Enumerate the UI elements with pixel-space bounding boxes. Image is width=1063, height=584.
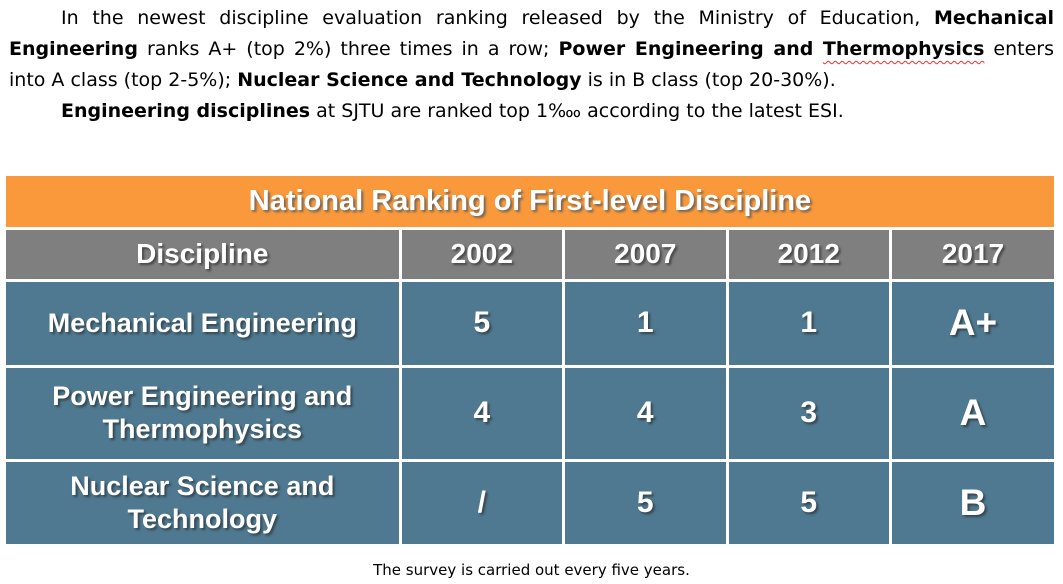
header-2017: 2017 [889, 228, 1056, 282]
intro-p2-seg2: at SJTU are ranked top 1‱ according to t… [310, 100, 844, 122]
cell-2012: 5 [725, 458, 893, 546]
table-row: Power Engineering and Thermophysics 4 4 … [4, 364, 1056, 462]
intro-text-block: In the newest discipline evaluation rank… [9, 3, 1054, 127]
cell-discipline: Mechanical Engineering [4, 278, 402, 368]
cell-2002: 5 [398, 278, 566, 368]
intro-p1-seg3: ranks A+ (top 2%) three times in a row; [137, 38, 559, 60]
cell-2002: 4 [398, 364, 566, 462]
table-header-row: Discipline 2002 2007 2012 2017 [4, 228, 1056, 282]
cell-2002: / [398, 458, 566, 546]
intro-p1-power-engineering: Power Engineering and [558, 38, 823, 60]
intro-p1-nuclear-science: Nuclear Science and Technology [237, 69, 582, 91]
intro-p1-seg1: In the newest discipline evaluation rank… [61, 7, 934, 29]
cell-2017-grade: B [889, 458, 1056, 546]
table-row: Nuclear Science and Technology / 5 5 B [4, 458, 1056, 546]
header-discipline: Discipline [4, 228, 402, 282]
intro-p1-seg8: is in B class (top 20-30%). [581, 69, 836, 91]
cell-discipline: Power Engineering and Thermophysics [4, 364, 402, 462]
cell-2007: 1 [562, 278, 729, 368]
cell-discipline: Nuclear Science and Technology [4, 458, 402, 546]
intro-p1-seg6: enters into A class (top 2-5%); [9, 38, 1054, 91]
cell-2007: 5 [562, 458, 729, 546]
ranking-table-block: National Ranking of First-level Discipli… [4, 176, 1056, 546]
intro-paragraph-1: In the newest discipline evaluation rank… [9, 3, 1054, 96]
table-caption: The survey is carried out every five yea… [373, 561, 690, 579]
ranking-table: Discipline 2002 2007 2012 2017 Mechanica… [4, 228, 1056, 546]
intro-p1-mechanical-engineering: Mechanical Engineering [9, 7, 1054, 60]
header-2002: 2002 [398, 228, 566, 282]
cell-2012: 3 [725, 364, 893, 462]
table-row: Mechanical Engineering 5 1 1 A+ [4, 278, 1056, 368]
table-title: National Ranking of First-level Discipli… [6, 176, 1054, 227]
cell-2012: 1 [725, 278, 893, 368]
header-2007: 2007 [562, 228, 729, 282]
cell-2017-grade: A [889, 364, 1056, 462]
intro-p2-engineering-disciplines: Engineering disciplines [61, 100, 311, 122]
intro-p1-thermophysics: Thermophysics [822, 38, 985, 60]
cell-2007: 4 [562, 364, 729, 462]
intro-paragraph-2: Engineering disciplines at SJTU are rank… [9, 96, 1054, 127]
header-2012: 2012 [725, 228, 893, 282]
cell-2017-grade: A+ [889, 278, 1056, 368]
